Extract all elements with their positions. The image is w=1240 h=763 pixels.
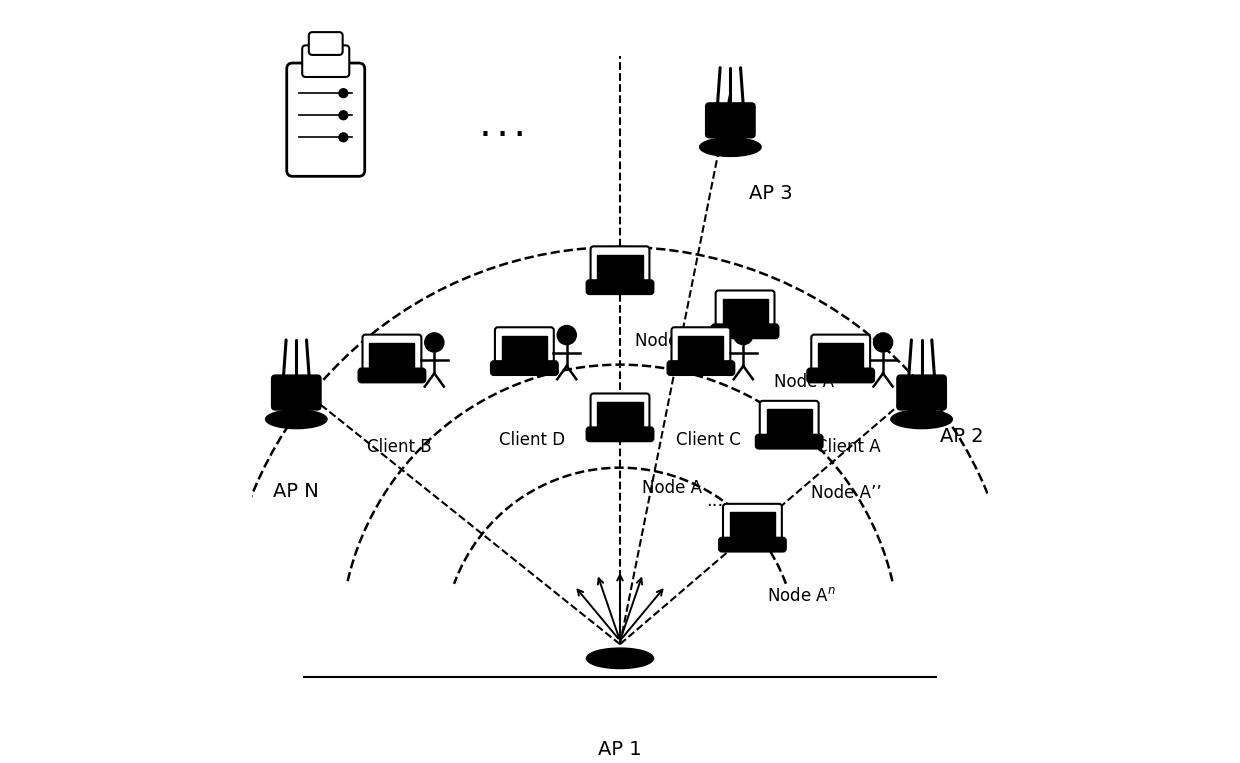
Bar — [502, 336, 547, 361]
FancyBboxPatch shape — [309, 32, 342, 55]
FancyBboxPatch shape — [590, 246, 650, 287]
Text: . . .: . . . — [481, 118, 523, 141]
Ellipse shape — [265, 410, 327, 429]
FancyBboxPatch shape — [667, 361, 734, 375]
FancyBboxPatch shape — [715, 291, 775, 331]
Ellipse shape — [587, 648, 653, 668]
Circle shape — [339, 111, 347, 120]
FancyBboxPatch shape — [712, 324, 779, 338]
FancyBboxPatch shape — [358, 369, 425, 382]
Text: AP 1: AP 1 — [598, 740, 642, 759]
FancyBboxPatch shape — [362, 335, 422, 375]
FancyBboxPatch shape — [760, 401, 818, 441]
FancyBboxPatch shape — [286, 63, 365, 176]
Text: ......: ...... — [706, 491, 740, 510]
FancyBboxPatch shape — [719, 538, 786, 552]
FancyBboxPatch shape — [756, 435, 822, 449]
FancyBboxPatch shape — [303, 45, 350, 77]
Text: AP 2: AP 2 — [940, 427, 983, 446]
Circle shape — [734, 326, 753, 345]
Circle shape — [339, 133, 347, 142]
Bar — [730, 512, 775, 537]
Text: AP 3: AP 3 — [749, 185, 792, 204]
Bar — [723, 299, 768, 324]
FancyBboxPatch shape — [587, 280, 653, 294]
FancyBboxPatch shape — [811, 335, 870, 375]
Circle shape — [339, 89, 347, 98]
FancyBboxPatch shape — [272, 375, 321, 410]
Circle shape — [557, 326, 577, 345]
Bar — [678, 336, 723, 361]
Text: Client A: Client A — [816, 438, 880, 456]
Circle shape — [425, 333, 444, 352]
FancyBboxPatch shape — [491, 361, 558, 375]
Text: Client B: Client B — [367, 438, 432, 456]
Ellipse shape — [699, 137, 761, 156]
Text: Node A’: Node A’ — [775, 373, 839, 391]
Circle shape — [873, 333, 893, 352]
Text: Node A$^n$: Node A$^n$ — [768, 587, 836, 605]
Text: Client C: Client C — [676, 431, 740, 449]
Text: Node A’’: Node A’’ — [811, 484, 882, 502]
Text: AP N: AP N — [274, 482, 319, 501]
Bar — [598, 402, 642, 427]
Ellipse shape — [890, 410, 952, 429]
Text: Node A’’’: Node A’’’ — [635, 332, 711, 349]
Text: Node A: Node A — [642, 478, 702, 497]
FancyBboxPatch shape — [897, 375, 946, 410]
Text: Client D: Client D — [498, 431, 564, 449]
FancyBboxPatch shape — [672, 327, 730, 368]
FancyBboxPatch shape — [706, 103, 755, 138]
FancyBboxPatch shape — [495, 327, 554, 368]
Bar — [598, 255, 642, 280]
FancyBboxPatch shape — [723, 504, 782, 544]
FancyBboxPatch shape — [590, 394, 650, 434]
FancyBboxPatch shape — [587, 427, 653, 441]
FancyBboxPatch shape — [807, 369, 874, 382]
Bar — [766, 409, 812, 434]
Bar — [818, 343, 863, 368]
Bar — [370, 343, 414, 368]
